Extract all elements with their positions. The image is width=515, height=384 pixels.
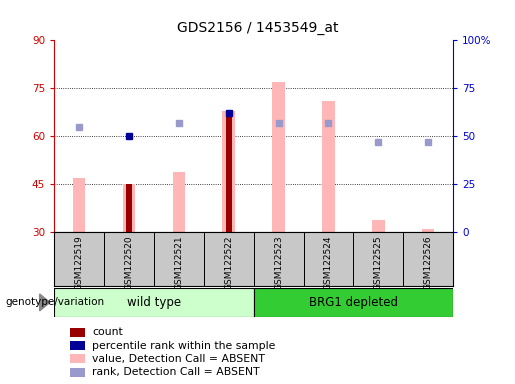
- Bar: [353, 232, 403, 286]
- Text: percentile rank within the sample: percentile rank within the sample: [92, 341, 276, 351]
- Bar: [104, 232, 154, 286]
- Text: GSM122525: GSM122525: [374, 235, 383, 290]
- Text: GDS2156 / 1453549_at: GDS2156 / 1453549_at: [177, 21, 338, 35]
- Bar: [372, 220, 385, 232]
- FancyBboxPatch shape: [253, 288, 453, 317]
- Text: wild type: wild type: [127, 296, 181, 309]
- Bar: [70, 328, 85, 337]
- Bar: [54, 232, 104, 286]
- Bar: [173, 172, 185, 232]
- Bar: [226, 111, 232, 232]
- Bar: [403, 232, 453, 286]
- Bar: [70, 354, 85, 363]
- Bar: [126, 184, 132, 232]
- Text: GSM122526: GSM122526: [424, 235, 433, 290]
- Text: GSM122520: GSM122520: [125, 235, 133, 290]
- Bar: [322, 101, 335, 232]
- Text: GSM122519: GSM122519: [75, 235, 83, 290]
- Text: BRG1 depleted: BRG1 depleted: [309, 296, 398, 309]
- Text: count: count: [92, 328, 123, 338]
- Text: rank, Detection Call = ABSENT: rank, Detection Call = ABSENT: [92, 367, 260, 377]
- Text: GSM122522: GSM122522: [224, 235, 233, 290]
- Bar: [154, 232, 204, 286]
- Text: GSM122521: GSM122521: [174, 235, 183, 290]
- Polygon shape: [40, 294, 50, 311]
- Bar: [204, 232, 253, 286]
- Text: genotype/variation: genotype/variation: [5, 297, 104, 308]
- Text: GSM122524: GSM122524: [324, 235, 333, 290]
- Bar: [73, 178, 85, 232]
- Bar: [272, 82, 285, 232]
- Text: value, Detection Call = ABSENT: value, Detection Call = ABSENT: [92, 354, 265, 364]
- Bar: [222, 111, 235, 232]
- Bar: [123, 184, 135, 232]
- Bar: [253, 232, 303, 286]
- FancyBboxPatch shape: [54, 288, 253, 317]
- Text: GSM122523: GSM122523: [274, 235, 283, 290]
- Bar: [70, 367, 85, 377]
- Bar: [303, 232, 353, 286]
- Bar: [70, 341, 85, 350]
- Bar: [422, 229, 435, 232]
